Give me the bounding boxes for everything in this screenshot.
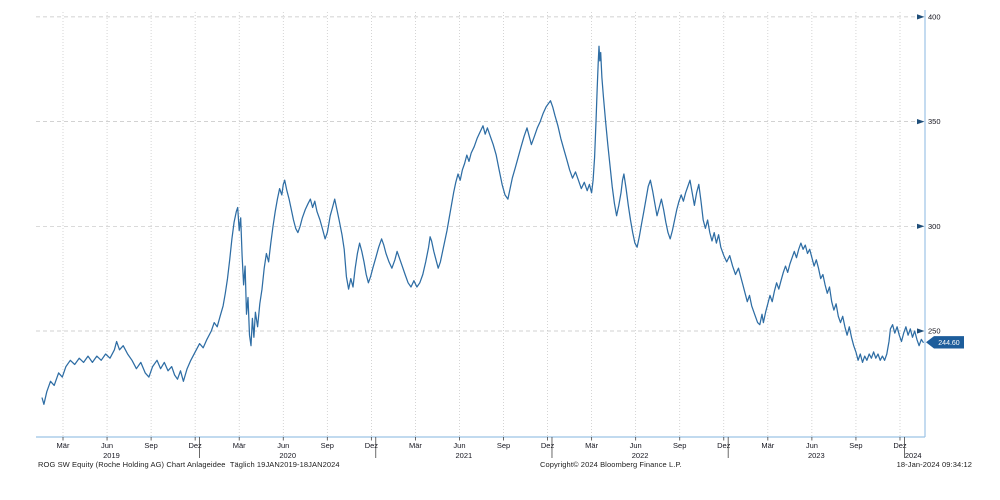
x-axis-month-label: Jun xyxy=(277,441,289,450)
price-line-series xyxy=(41,45,924,405)
x-axis-month-label: Mär xyxy=(409,441,422,450)
y-axis-label: 400 xyxy=(928,13,941,22)
x-axis-year-label: 2020 xyxy=(279,451,296,460)
x-axis-month-label: Jun xyxy=(806,441,818,450)
x-axis-month-label: Dez xyxy=(717,441,731,450)
x-axis-month-label: Mär xyxy=(761,441,774,450)
x-axis-month-label: Dez xyxy=(541,441,555,450)
y-axis-label: 350 xyxy=(928,117,941,126)
x-axis-month-label: Sep xyxy=(673,441,686,450)
y-tick-arrow-icon xyxy=(917,328,925,334)
x-axis-year-label: 2024 xyxy=(905,451,922,460)
x-axis-month-label: Mär xyxy=(585,441,598,450)
timestamp: 18-Jan-2024 09:34:12 xyxy=(896,460,972,469)
x-axis-year-label: 2019 xyxy=(103,451,120,460)
x-axis-month-label: Mär xyxy=(57,441,70,450)
x-axis-month-label: Sep xyxy=(321,441,334,450)
x-axis-month-label: Dez xyxy=(365,441,379,450)
x-axis-month-label: Jun xyxy=(630,441,642,450)
x-axis-year-label: 2021 xyxy=(456,451,473,460)
last-price-badge xyxy=(926,336,964,349)
copyright-notice: Copyright© 2024 Bloomberg Finance L.P. xyxy=(540,460,682,469)
x-axis-month-label: Sep xyxy=(144,441,157,450)
y-axis-label: 250 xyxy=(928,327,941,336)
last-price-label: 244.60 xyxy=(938,340,960,347)
y-tick-arrow-icon xyxy=(917,223,925,229)
x-axis-month-label: Mär xyxy=(233,441,246,450)
y-tick-arrow-icon xyxy=(917,119,925,125)
security-description: ROG SW Equity (Roche Holding AG) Chart A… xyxy=(38,460,340,469)
x-axis-year-label: 2023 xyxy=(808,451,825,460)
x-axis-month-label: Sep xyxy=(849,441,862,450)
x-axis-month-label: Sep xyxy=(497,441,510,450)
y-axis-label: 300 xyxy=(928,222,941,231)
x-axis-month-label: Jun xyxy=(453,441,465,450)
y-tick-arrow-icon xyxy=(917,14,925,20)
x-axis-month-label: Dez xyxy=(188,441,202,450)
x-axis-month-label: Dez xyxy=(893,441,907,450)
chart-footer: ROG SW Equity (Roche Holding AG) Chart A… xyxy=(0,460,1000,474)
x-axis-year-label: 2022 xyxy=(632,451,649,460)
x-axis-month-label: Jun xyxy=(101,441,113,450)
